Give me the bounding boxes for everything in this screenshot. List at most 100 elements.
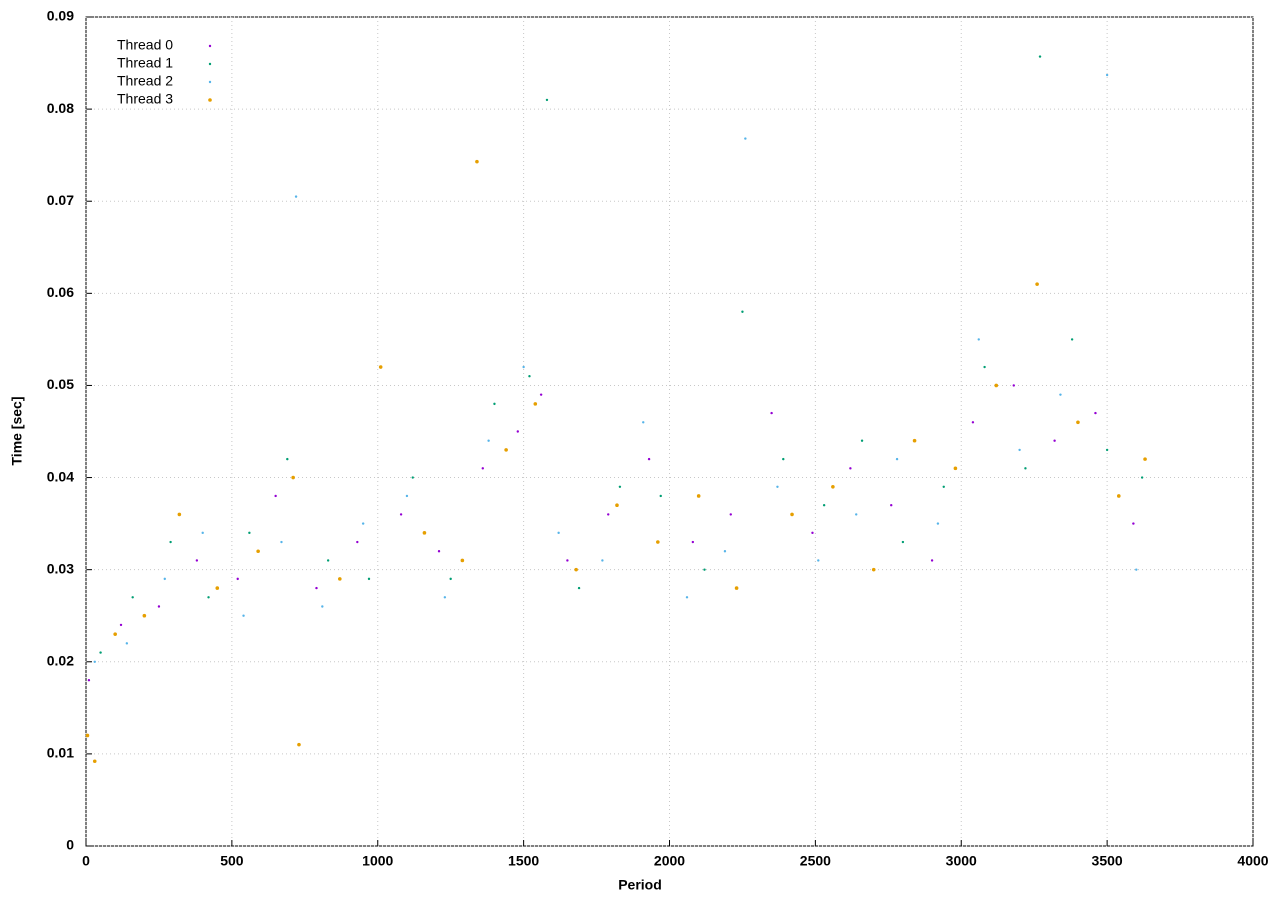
point bbox=[1024, 467, 1027, 470]
point bbox=[487, 439, 490, 442]
point bbox=[280, 540, 283, 544]
point bbox=[399, 513, 403, 516]
point bbox=[776, 485, 779, 488]
point bbox=[248, 531, 251, 535]
point bbox=[1132, 522, 1135, 525]
point bbox=[936, 522, 940, 525]
point bbox=[601, 559, 604, 562]
point bbox=[125, 642, 129, 645]
point bbox=[790, 512, 794, 517]
point bbox=[971, 421, 975, 424]
x-tick-label: 1500 bbox=[508, 853, 539, 869]
point bbox=[642, 421, 645, 424]
point bbox=[723, 550, 727, 553]
point bbox=[113, 632, 117, 636]
point bbox=[782, 457, 785, 461]
point bbox=[577, 586, 581, 590]
point bbox=[656, 540, 660, 544]
point bbox=[1053, 439, 1056, 442]
point bbox=[326, 559, 330, 562]
point bbox=[871, 567, 876, 572]
point bbox=[405, 494, 409, 498]
point bbox=[615, 503, 619, 507]
point bbox=[691, 540, 695, 544]
legend-marker bbox=[208, 62, 212, 66]
point bbox=[539, 393, 543, 396]
point bbox=[142, 613, 147, 618]
point bbox=[1059, 393, 1062, 396]
point bbox=[528, 375, 531, 378]
point bbox=[315, 586, 318, 590]
legend-label: Thread 3 bbox=[117, 91, 173, 107]
y-tick-label: 0.03 bbox=[47, 560, 74, 576]
point bbox=[522, 365, 525, 369]
point bbox=[574, 567, 578, 572]
x-tick-label: 3500 bbox=[1092, 853, 1123, 869]
legend-marker bbox=[208, 44, 212, 48]
point bbox=[207, 596, 210, 599]
legend-label: Thread 1 bbox=[117, 55, 173, 71]
point bbox=[1070, 338, 1074, 341]
point bbox=[481, 467, 484, 470]
point bbox=[647, 457, 651, 461]
point bbox=[744, 137, 747, 140]
point bbox=[983, 365, 986, 369]
y-tick-label: 0.09 bbox=[47, 8, 74, 24]
point bbox=[895, 457, 899, 461]
point bbox=[516, 430, 519, 433]
point bbox=[1143, 457, 1147, 461]
point bbox=[618, 485, 622, 488]
y-tick-label: 0.04 bbox=[47, 468, 74, 484]
point bbox=[901, 540, 905, 544]
point bbox=[1012, 384, 1015, 387]
point bbox=[274, 494, 277, 498]
point bbox=[437, 550, 441, 553]
point bbox=[557, 531, 560, 535]
point bbox=[533, 402, 538, 406]
x-tick-label: 0 bbox=[82, 853, 90, 869]
point bbox=[607, 513, 610, 516]
point bbox=[1094, 411, 1097, 415]
point bbox=[291, 475, 295, 480]
point bbox=[242, 614, 245, 617]
point bbox=[685, 596, 689, 599]
point bbox=[912, 438, 917, 443]
x-axis-label: Period bbox=[618, 877, 662, 893]
point bbox=[286, 457, 289, 461]
point bbox=[729, 513, 732, 516]
legend-label: Thread 2 bbox=[117, 73, 173, 89]
point bbox=[703, 568, 706, 571]
point bbox=[236, 577, 239, 581]
point bbox=[169, 540, 172, 544]
point bbox=[201, 531, 204, 535]
point bbox=[977, 338, 980, 341]
point bbox=[890, 503, 893, 507]
legend-marker bbox=[208, 80, 212, 84]
y-tick-label: 0.05 bbox=[47, 376, 74, 392]
point bbox=[1135, 568, 1138, 571]
x-tick-label: 1000 bbox=[362, 853, 393, 869]
point bbox=[85, 733, 90, 738]
point bbox=[1018, 448, 1021, 452]
point bbox=[163, 577, 166, 581]
point bbox=[367, 577, 371, 581]
point bbox=[831, 484, 835, 489]
point bbox=[1105, 448, 1109, 452]
point bbox=[545, 98, 549, 102]
point bbox=[256, 549, 260, 554]
point bbox=[994, 383, 999, 388]
y-tick-label: 0.08 bbox=[47, 100, 74, 116]
point bbox=[378, 365, 383, 369]
point bbox=[422, 531, 427, 535]
point bbox=[131, 596, 134, 599]
y-tick-label: 0.02 bbox=[47, 652, 74, 668]
legend-label: Thread 0 bbox=[117, 37, 173, 53]
y-tick-label: 0.06 bbox=[47, 284, 74, 300]
point bbox=[411, 476, 414, 479]
point bbox=[93, 660, 96, 663]
point bbox=[443, 596, 447, 599]
point bbox=[953, 466, 958, 471]
x-tick-label: 2500 bbox=[800, 853, 831, 869]
point bbox=[338, 577, 342, 581]
point bbox=[860, 439, 864, 442]
